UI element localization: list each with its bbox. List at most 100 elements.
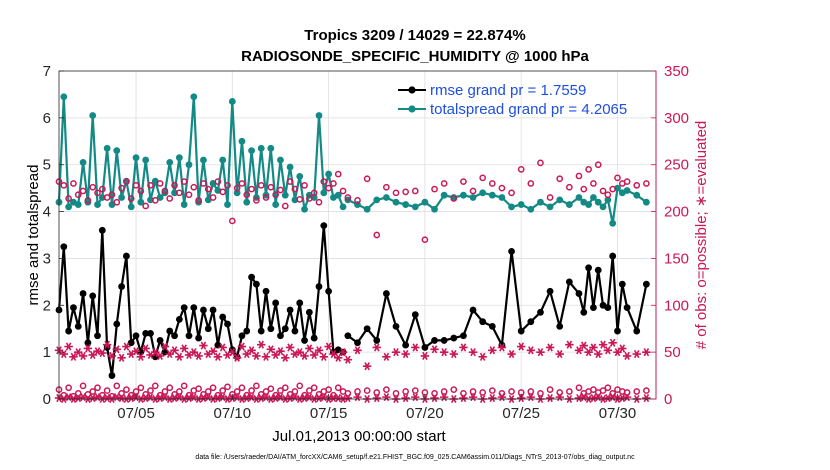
obs_evaluated-marker xyxy=(459,343,468,352)
obs_possible-marker xyxy=(609,185,617,193)
totalspread-point xyxy=(623,187,631,194)
obs_possible-marker xyxy=(257,181,265,189)
obs_possible-marker xyxy=(286,178,294,185)
obs_possible_low-marker xyxy=(151,382,159,390)
obs_possible-marker xyxy=(118,184,125,192)
rmse-point xyxy=(618,280,626,288)
totalspread-point xyxy=(642,198,650,206)
obs_possible-marker xyxy=(450,195,458,202)
rmse-point xyxy=(479,318,487,326)
obs_possible-marker xyxy=(176,189,183,197)
obs_possible-marker xyxy=(575,172,583,180)
totalspread-point xyxy=(94,201,101,208)
rmse-point xyxy=(286,306,294,314)
totalspread-point xyxy=(421,198,429,206)
totalspread-point xyxy=(238,137,246,145)
obs_evaluated_low-marker xyxy=(88,394,97,403)
obs_possible-marker xyxy=(103,194,111,201)
totalspread-point xyxy=(363,205,371,213)
obs_evaluated-marker xyxy=(189,348,199,357)
obs_possible_low-marker xyxy=(209,384,217,392)
rmse-point xyxy=(219,313,227,321)
obs_possible_low-marker xyxy=(253,382,260,390)
rmse-point xyxy=(190,304,198,312)
rmse-point xyxy=(98,226,106,234)
rmse-point xyxy=(527,318,535,326)
totalspread-point xyxy=(411,203,419,211)
obs_evaluated_low-marker xyxy=(401,394,410,403)
rmse-point xyxy=(132,332,140,340)
obs_evaluated-marker xyxy=(555,349,564,359)
legend: rmse grand pr = 1.7559 totalspread grand… xyxy=(398,82,627,118)
obs_possible-marker xyxy=(151,196,159,204)
obs_evaluated-marker xyxy=(382,352,391,361)
obs_possible-marker xyxy=(392,189,400,197)
obs_possible_low-marker xyxy=(161,388,169,395)
obs_evaluated_low-marker xyxy=(334,394,343,403)
obs_evaluated_low-marker xyxy=(353,393,362,402)
obs_possible-marker xyxy=(277,186,284,194)
obs_possible-marker xyxy=(195,196,202,204)
obs_possible_low-marker xyxy=(402,388,409,395)
y-right-tick-label: 150 xyxy=(664,250,689,267)
rmse-point xyxy=(123,252,130,260)
y-left-tick-label: 6 xyxy=(43,110,51,127)
obs_evaluated-marker xyxy=(228,348,237,357)
obs_evaluated_low-marker xyxy=(622,393,632,402)
obs_evaluated-marker xyxy=(151,348,160,357)
obs_possible-marker xyxy=(469,187,477,195)
obs_evaluated_low-marker xyxy=(642,394,651,403)
totalspread-point xyxy=(286,163,294,171)
obs_possible_low-marker xyxy=(180,382,188,390)
obs_evaluated-marker xyxy=(276,347,285,356)
rmse-point xyxy=(277,332,284,340)
obs_evaluated_low-marker xyxy=(574,394,584,403)
totalspread-point xyxy=(267,144,275,152)
totalspread-point xyxy=(98,194,106,201)
obs_possible-marker xyxy=(421,236,429,244)
totalspread-point xyxy=(320,189,328,197)
obs_evaluated-marker xyxy=(526,346,536,355)
obs_evaluated-marker xyxy=(613,348,622,357)
chart-title-line2: RADIOSONDE_SPECIFIC_HUMIDITY @ 1000 hPa xyxy=(241,48,589,65)
obs_evaluated_low-marker xyxy=(497,393,507,402)
obs_evaluated-marker xyxy=(536,348,545,357)
obs_possible-marker xyxy=(330,180,337,187)
totalspread-point xyxy=(633,191,641,199)
rmse-point xyxy=(609,252,617,260)
obs_possible-marker xyxy=(132,181,140,189)
obs_evaluated-marker xyxy=(608,338,617,347)
obs_evaluated-marker xyxy=(237,342,247,351)
obs_possible-marker xyxy=(147,181,154,189)
obs_possible-marker xyxy=(214,178,222,185)
x-tick-label: 07/20 xyxy=(406,405,444,422)
obs_possible-marker xyxy=(60,181,68,189)
obs_possible-marker xyxy=(498,184,506,192)
totalspread-point xyxy=(127,203,135,211)
obs_evaluated-marker xyxy=(449,349,458,359)
obs_evaluated-marker xyxy=(59,349,69,359)
obs_possible_low-marker xyxy=(565,388,573,395)
rmse-point xyxy=(315,283,323,290)
rmse-point xyxy=(224,320,231,328)
x-axis-label: Jul.01,2013 00:00:00 start xyxy=(272,428,446,445)
obs_possible-marker xyxy=(267,183,275,191)
rmse-point xyxy=(402,341,410,349)
obs_evaluated-marker xyxy=(194,351,203,360)
obs_evaluated_low-marker xyxy=(242,394,251,403)
obs_possible-marker xyxy=(479,174,487,182)
obs_evaluated-marker xyxy=(83,344,93,353)
obs_possible_low-marker xyxy=(383,386,390,393)
rmse-point xyxy=(325,287,333,295)
obs_evaluated_low-marker xyxy=(199,394,208,403)
obs_evaluated_low-marker xyxy=(545,394,555,403)
rmse-point xyxy=(281,325,289,333)
x-axis: 07/05 07/10 07/15 07/20 07/25 07/30 xyxy=(117,394,636,422)
totalspread-point xyxy=(469,194,477,201)
totalspread-point xyxy=(224,201,231,208)
obs_possible-marker xyxy=(488,180,496,187)
obs_possible_low-marker xyxy=(204,388,212,395)
y-left-tick-label: 5 xyxy=(43,157,51,174)
obs_evaluated-marker xyxy=(179,344,189,353)
totalspread-point xyxy=(546,203,554,211)
